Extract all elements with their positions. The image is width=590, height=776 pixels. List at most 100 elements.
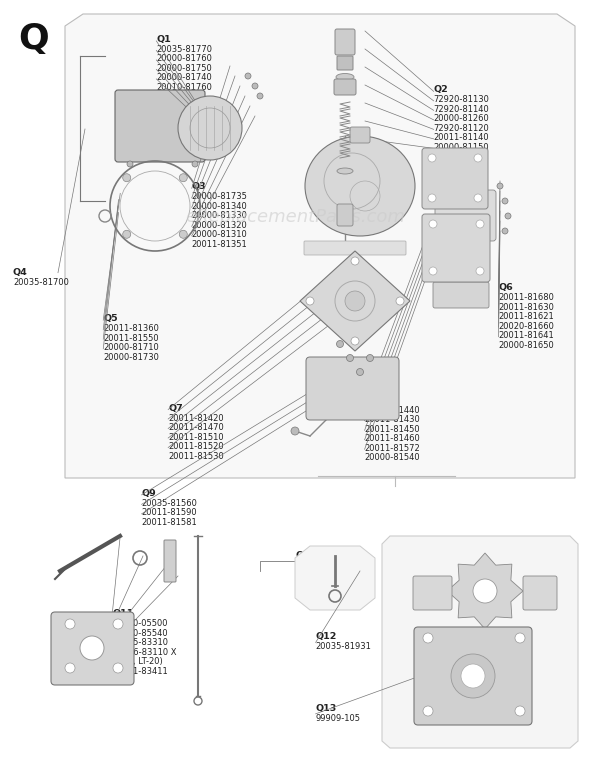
Circle shape [192,161,198,167]
Circle shape [351,257,359,265]
Circle shape [252,83,258,89]
Circle shape [497,183,503,189]
Circle shape [336,341,343,348]
Text: Q8: Q8 [365,396,379,405]
Ellipse shape [337,168,353,174]
FancyBboxPatch shape [435,190,496,241]
FancyBboxPatch shape [414,627,532,725]
Text: 11020-05500: 11020-05500 [112,619,168,628]
Circle shape [429,220,437,228]
Text: 20011-81140: 20011-81140 [434,133,489,142]
Text: 20011-81550: 20011-81550 [103,334,159,343]
Bar [120,141,200,147]
Circle shape [428,194,436,202]
Text: 20011-81420: 20011-81420 [168,414,224,422]
Text: 20000-81760: 20000-81760 [156,54,212,64]
Circle shape [113,663,123,673]
Text: 20011-81460: 20011-81460 [365,435,420,443]
Polygon shape [295,546,375,610]
Circle shape [345,291,365,311]
Text: 20000-81540: 20000-81540 [365,453,420,462]
Circle shape [178,96,242,160]
Circle shape [80,636,104,660]
Ellipse shape [305,136,415,236]
Ellipse shape [336,74,354,81]
Text: 20000-81260: 20000-81260 [434,114,489,123]
Text: 20011-81181: 20011-81181 [434,152,489,161]
Text: 20011-81520: 20011-81520 [168,442,224,451]
Polygon shape [65,14,575,478]
Polygon shape [300,251,410,351]
Text: 20000-81710: 20000-81710 [103,343,159,352]
Text: 20020-81660: 20020-81660 [499,322,555,331]
Circle shape [502,228,508,234]
Text: 20000-81740: 20000-81740 [156,74,212,82]
Text: 20000-81320: 20000-81320 [192,221,247,230]
Text: 20035-81931: 20035-81931 [316,643,372,651]
Text: Q: Q [18,22,49,56]
Text: 20011-81530: 20011-81530 [168,452,224,460]
Text: 99909-105: 99909-105 [316,714,360,722]
FancyBboxPatch shape [422,214,490,282]
FancyBboxPatch shape [413,576,452,610]
Text: 20011-81581: 20011-81581 [142,518,197,527]
Text: 20011-81641: 20011-81641 [499,331,554,340]
Circle shape [476,220,484,228]
Bar [120,123,200,129]
Text: 20000-81650: 20000-81650 [499,341,554,350]
Text: 20000-81330: 20000-81330 [192,211,248,220]
Text: 20035-83310: 20035-83310 [112,638,168,647]
FancyBboxPatch shape [304,241,406,255]
Text: 20011-81680: 20011-81680 [499,293,555,302]
Circle shape [474,154,482,162]
Text: 20011-81630: 20011-81630 [499,303,555,312]
Text: eReplacementParts.com: eReplacementParts.com [185,208,405,227]
Text: 20000-81340: 20000-81340 [192,202,247,211]
Text: 20011-81430: 20011-81430 [365,415,420,424]
Circle shape [429,267,437,275]
Text: 72920-81120: 72920-81120 [434,124,489,133]
Circle shape [515,706,525,716]
Circle shape [245,73,251,79]
Circle shape [123,230,131,238]
FancyBboxPatch shape [337,56,353,70]
Text: 20000-81310: 20000-81310 [192,230,247,239]
Circle shape [291,427,299,435]
FancyBboxPatch shape [523,576,557,610]
Text: 20035-81002: 20035-81002 [295,561,350,570]
FancyBboxPatch shape [337,204,353,226]
Text: 20010-81760: 20010-81760 [156,83,212,92]
Circle shape [65,663,75,673]
Circle shape [474,194,482,202]
Text: 20020-85540: 20020-85540 [112,629,168,638]
Text: 20011-81360: 20011-81360 [103,324,159,333]
FancyBboxPatch shape [335,29,355,55]
Circle shape [423,706,433,716]
Text: 20011-81351: 20011-81351 [192,240,247,249]
Text: 20011-81621: 20011-81621 [499,312,554,321]
Circle shape [366,355,373,362]
Circle shape [179,174,187,182]
FancyBboxPatch shape [350,127,370,143]
Circle shape [505,213,511,219]
Circle shape [65,619,75,629]
Text: Q3: Q3 [192,182,206,192]
Text: 20000-81730: 20000-81730 [103,353,159,362]
Text: Q12: Q12 [316,632,337,642]
Circle shape [502,198,508,204]
FancyBboxPatch shape [433,282,489,308]
Text: Q11: Q11 [112,609,133,618]
Circle shape [428,154,436,162]
Bar [120,132,200,138]
Text: 72920-81130: 72920-81130 [434,95,490,104]
Text: Q2: Q2 [434,85,448,95]
Bar [120,114,200,120]
Text: 20035-81770: 20035-81770 [156,45,212,54]
Circle shape [127,161,133,167]
Text: Q5: Q5 [103,314,118,324]
Text: 20011-81450: 20011-81450 [365,424,420,434]
Circle shape [515,633,525,643]
Text: Q7: Q7 [168,404,183,413]
Text: Q10: Q10 [295,551,316,560]
Text: 20011-81590: 20011-81590 [142,508,197,518]
